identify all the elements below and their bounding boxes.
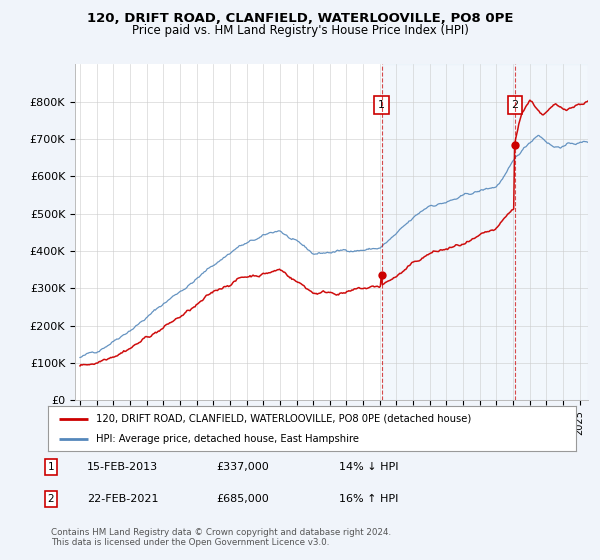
Text: 2: 2 <box>511 100 518 110</box>
Text: HPI: Average price, detached house, East Hampshire: HPI: Average price, detached house, East… <box>95 434 359 444</box>
Text: 16% ↑ HPI: 16% ↑ HPI <box>339 494 398 504</box>
Text: Contains HM Land Registry data © Crown copyright and database right 2024.
This d: Contains HM Land Registry data © Crown c… <box>51 528 391 547</box>
Text: 14% ↓ HPI: 14% ↓ HPI <box>339 462 398 472</box>
Text: 22-FEB-2021: 22-FEB-2021 <box>87 494 158 504</box>
Bar <box>382 64 588 400</box>
Text: £685,000: £685,000 <box>216 494 269 504</box>
Text: 1: 1 <box>47 462 55 472</box>
Text: 15-FEB-2013: 15-FEB-2013 <box>87 462 158 472</box>
Text: 120, DRIFT ROAD, CLANFIELD, WATERLOOVILLE, PO8 0PE: 120, DRIFT ROAD, CLANFIELD, WATERLOOVILL… <box>87 12 513 25</box>
Text: 1: 1 <box>379 100 385 110</box>
Text: 2: 2 <box>47 494 55 504</box>
Text: £337,000: £337,000 <box>216 462 269 472</box>
Text: Price paid vs. HM Land Registry's House Price Index (HPI): Price paid vs. HM Land Registry's House … <box>131 24 469 37</box>
Text: 120, DRIFT ROAD, CLANFIELD, WATERLOOVILLE, PO8 0PE (detached house): 120, DRIFT ROAD, CLANFIELD, WATERLOOVILL… <box>95 413 471 423</box>
